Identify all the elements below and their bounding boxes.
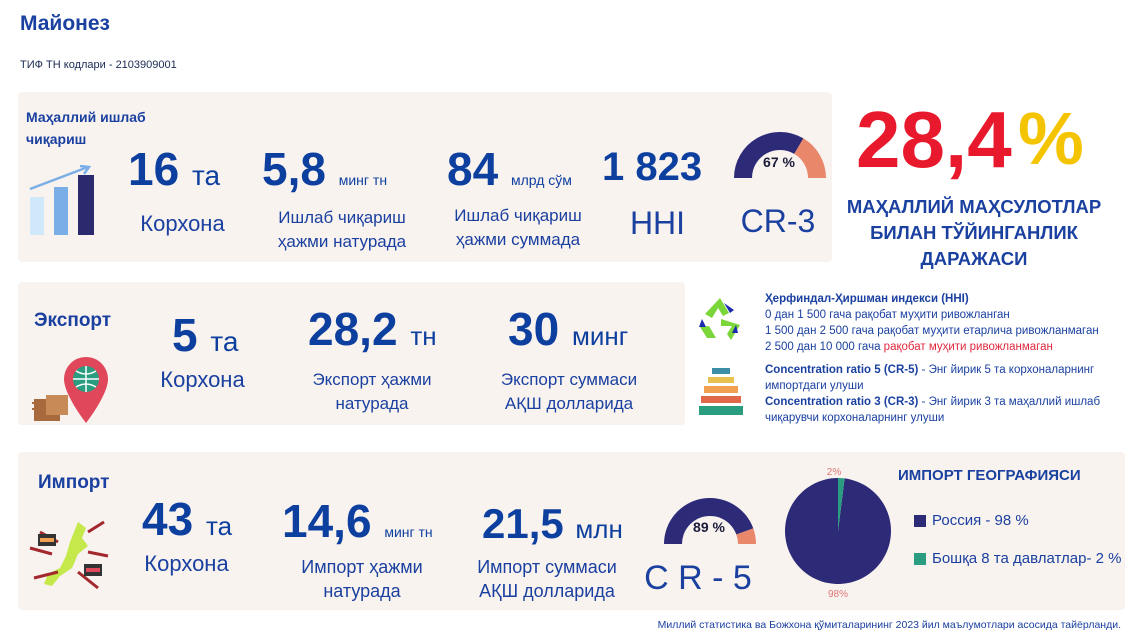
export-companies-label: Корхона <box>160 367 245 392</box>
gauge-remaining-arc <box>736 528 756 544</box>
import-map-icon <box>29 520 109 590</box>
pie-legend: Россия - 98 % Бошқа 8 та давлатлар- 2 % <box>914 512 1122 567</box>
import-companies-value: 43 та <box>142 493 233 545</box>
legend-item-russia: Россия - 98 % <box>914 512 1122 529</box>
import-header: Импорт <box>38 472 110 493</box>
gauge-filled-arc <box>734 132 804 178</box>
import-volume-value: 14,6 минг тн <box>282 495 433 547</box>
export-amount-label: Экспорт суммаси АҚШ долларида <box>500 370 638 413</box>
gauge-remaining-arc <box>794 138 826 178</box>
local-volume-label: Ишлаб чиқариш ҳажми натурада <box>277 208 407 251</box>
cr5-gauge-value: 89 % <box>693 519 725 535</box>
legend-swatch <box>914 514 926 527</box>
cr-notes: Concentration ratio 5 (CR-5) - Энг йирик… <box>765 362 1135 426</box>
cr5-note-title: Concentration ratio 5 (CR-5) <box>765 364 919 376</box>
local-companies-label: Корхона <box>140 211 225 236</box>
hhi-note-2: 1 500 дан 2 500 гача рақобат муҳити етар… <box>765 325 1099 337</box>
pyramid-icon <box>699 368 743 415</box>
export-header: Экспорт <box>34 310 112 331</box>
saturation-label: МАҲАЛЛИЙ МАҲСУЛОТЛАР БИЛАН ТЎЙИНГАНЛИК Д… <box>846 196 1102 269</box>
cr3-gauge <box>734 132 826 178</box>
local-volume-value: 5,8 минг тн <box>262 143 388 195</box>
legend-item-other: Бошқа 8 та давлатлар- 2 % <box>914 550 1122 567</box>
saturation-value: 28,4 <box>856 95 1012 184</box>
import-geography-pie: 98% 2% <box>785 467 891 600</box>
pie-label-1: 2% <box>827 467 842 478</box>
cr5-gauge <box>664 498 756 544</box>
local-header: Маҳаллий ишлаб чиқариш <box>26 109 146 147</box>
footer-source: Миллий статистика ва Божхона қўмиталарин… <box>657 619 1121 631</box>
export-volume-value: 28,2 тн <box>308 303 437 355</box>
export-globe-icon <box>32 357 108 423</box>
hhi-note-3b: рақобат муҳити ривожланмаган <box>883 341 1053 353</box>
export-panel <box>18 282 685 425</box>
gauge-filled-arc <box>664 498 754 544</box>
pie-title: ИМПОРТ ГЕОГРАФИЯСИ <box>898 467 1081 484</box>
import-amount-value: 21,5 млн <box>482 500 623 547</box>
legend-swatch <box>914 552 926 565</box>
hhi-note-3a: 2 500 дан 10 000 гача <box>765 341 884 353</box>
import-volume-label: Импорт ҳажми натурада <box>301 557 423 601</box>
cr5-note-text: - Энг йирик 5 та корхоналарнинг импортда… <box>765 364 1095 392</box>
import-panel <box>18 452 1125 610</box>
hhi-note-title: Ҳерфиндал-Ҳиршман индекси (HHI) <box>765 293 969 305</box>
hhi-value: 1 823 <box>602 145 703 189</box>
cr3-note-text: - Энг йирик 3 та маҳаллий ишлаб чиқарувч… <box>765 396 1101 424</box>
hs-code: ТИФ ТН кодлари - 2103909001 <box>20 59 177 71</box>
cr3-label: CR-3 <box>740 203 816 239</box>
export-companies-value: 5 та <box>172 309 239 361</box>
local-production-panel <box>18 92 832 262</box>
pie-label-0: 98% <box>828 589 848 600</box>
cr3-gauge-value: 67 % <box>763 154 795 170</box>
hhi-label: HHI <box>629 205 686 241</box>
import-amount-label: Импорт суммаси АҚШ долларида <box>477 557 617 601</box>
hhi-note-1: 0 дан 1 500 гача рақобат муҳити ривожлан… <box>765 309 1010 321</box>
export-amount-value: 30 минг <box>508 303 629 355</box>
hhi-notes: Ҳерфиндал-Ҳиршман индекси (HHI) 0 дан 1 … <box>765 291 1135 355</box>
local-amount-label: Ишлаб чиқариш ҳажми суммада <box>454 206 582 249</box>
import-companies-label: Корхона <box>144 551 229 576</box>
export-volume-label: Экспорт ҳажми натурада <box>312 370 432 413</box>
growth-chart-icon <box>29 165 94 235</box>
local-companies-value: 16 та <box>128 143 221 195</box>
pie-slice-1 <box>838 478 845 531</box>
recycle-icon <box>699 298 740 340</box>
page-title: Майонез <box>20 12 110 35</box>
cr3-note-title: Concentration ratio 3 (CR-3) <box>765 396 919 408</box>
cr5-label: C R - 5 <box>644 559 752 597</box>
local-amount-value: 84 млрд сўм <box>447 143 572 195</box>
saturation-percent-sign: % <box>1018 97 1084 180</box>
